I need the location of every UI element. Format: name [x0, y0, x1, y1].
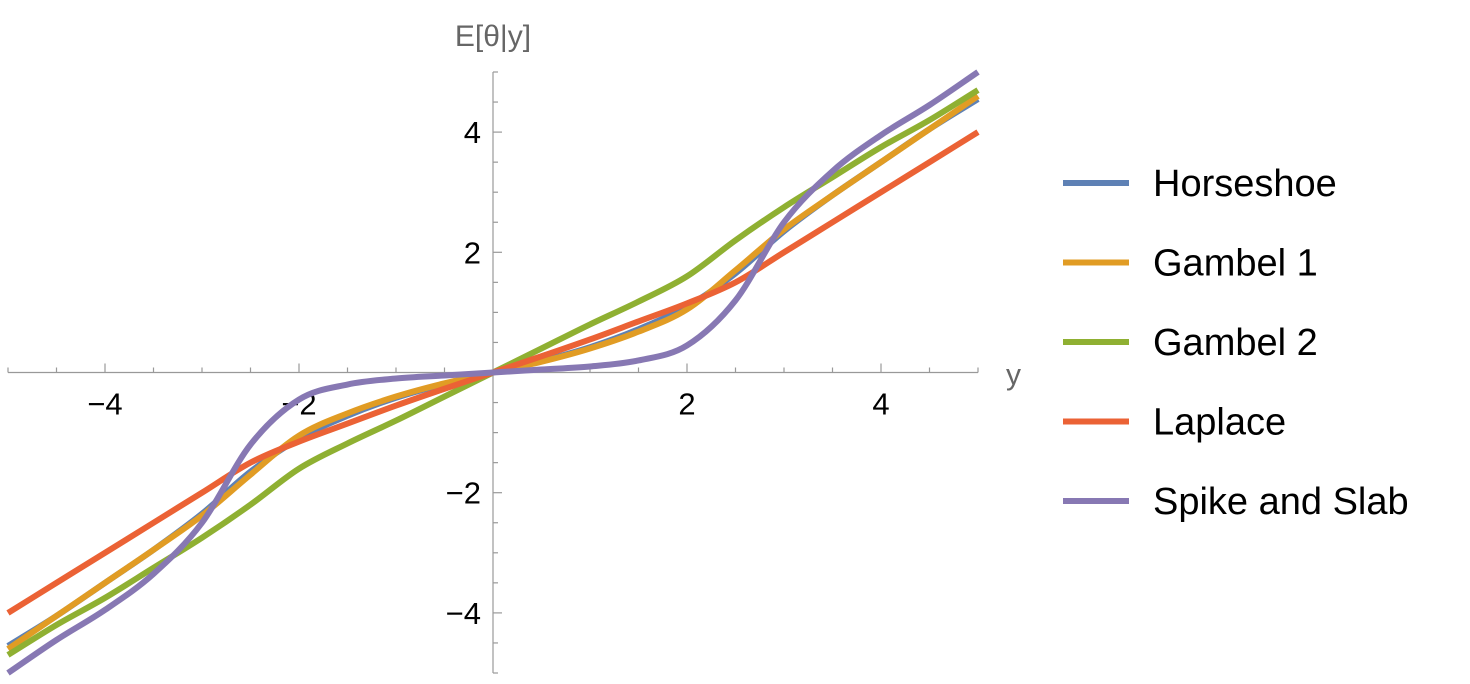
x-tick-label: 2: [678, 387, 695, 422]
y-ticks: −4 −2 2 4: [446, 71, 502, 674]
legend-item-spike-and-slab: Spike and Slab: [1063, 481, 1409, 523]
legend-label: Horseshoe: [1153, 163, 1337, 205]
y-tick-label: −4: [446, 596, 481, 631]
legend-item-horseshoe: Horseshoe: [1063, 163, 1337, 205]
legend-label: Laplace: [1153, 402, 1286, 444]
legend-label: Spike and Slab: [1153, 481, 1409, 523]
x-tick-label: −4: [87, 387, 122, 422]
legend: Horseshoe Gambel 1 Gambel 2 Laplace Spike an…: [1063, 163, 1409, 523]
y-tick-label: −2: [446, 476, 481, 511]
x-tick-label: 4: [872, 387, 889, 422]
x-axis-label: y: [1006, 359, 1021, 392]
plot-series: [6, 69, 980, 676]
x-ticks: −4 −2 2 4: [7, 363, 979, 422]
series-line-spike-and-slab: [6, 69, 980, 676]
y-tick-label: 4: [464, 115, 481, 150]
legend-label: Gambel 2: [1153, 322, 1318, 364]
y-axis-label: E[θ|y]: [455, 20, 531, 53]
legend-label: Gambel 1: [1153, 243, 1318, 285]
axes: −4 −2 2 4 −4 −2 2 4 y E[θ|y]: [7, 20, 1021, 674]
legend-item-gambel-1: Gambel 1: [1063, 243, 1318, 285]
legend-item-laplace: Laplace: [1063, 402, 1286, 444]
legend-item-gambel-2: Gambel 2: [1063, 322, 1318, 364]
y-tick-label: 2: [464, 235, 481, 270]
